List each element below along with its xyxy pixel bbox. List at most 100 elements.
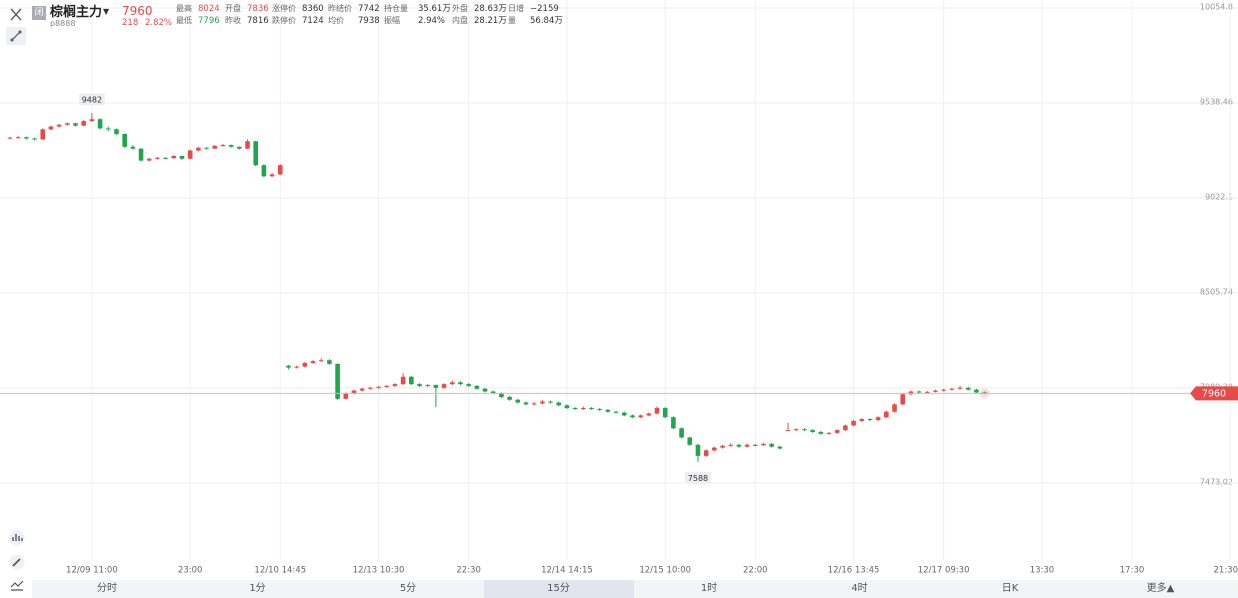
period-tab[interactable]: 1分: [249, 583, 266, 594]
candle-body: [171, 156, 177, 159]
quote-label: 振幅: [384, 16, 400, 25]
extreme-label-box: [684, 471, 711, 484]
pen-icon: [9, 554, 25, 570]
candle-body: [425, 385, 430, 387]
period-tab[interactable]: 1时: [700, 583, 718, 594]
quote-value: 28.21万: [474, 16, 507, 26]
period-tab[interactable]: 4时: [851, 583, 868, 594]
candle-body: [286, 365, 291, 368]
candle-body: [7, 137, 13, 139]
candle-body: [56, 124, 62, 127]
quote-value: 28.63万: [474, 4, 507, 14]
candle-body: [810, 430, 815, 432]
candle-body: [752, 444, 758, 446]
contract-name[interactable]: 棕榈主力: [50, 5, 103, 20]
quote-label: 涨停价: [272, 4, 296, 13]
candle-body: [482, 388, 488, 392]
candle-body: [712, 447, 717, 451]
x-tick-label: 17:30: [1120, 566, 1145, 576]
candle-body: [310, 361, 316, 363]
candle-body: [392, 384, 398, 386]
candle-body: [867, 419, 873, 421]
candle-body: [556, 402, 562, 406]
candle-body: [884, 411, 889, 418]
candle-body: [130, 146, 136, 149]
period-tab[interactable]: 日K: [1001, 583, 1019, 594]
candle-body: [540, 401, 545, 404]
candle-body: [924, 391, 930, 393]
close-icon: [10, 8, 22, 21]
candle-body: [515, 399, 521, 403]
candle-body: [531, 403, 537, 405]
contract-code: p8888: [50, 19, 76, 28]
period-tab[interactable]: 15分: [483, 580, 634, 598]
candle-body: [605, 409, 611, 412]
candle-body: [851, 420, 856, 426]
candle-body: [687, 437, 693, 445]
candle-body: [597, 408, 602, 410]
candle-body: [581, 408, 586, 410]
candle-body: [376, 386, 381, 388]
candle-body: [777, 446, 783, 449]
candle-body: [277, 165, 283, 175]
quote-value: 8360: [302, 4, 324, 14]
period-tab[interactable]: 5分: [399, 583, 417, 594]
draw-tool-button[interactable]: [6, 27, 26, 45]
candle-body: [646, 413, 652, 416]
candle-body: [40, 129, 46, 140]
last-price-dot: [979, 388, 990, 399]
candle-body: [965, 387, 971, 390]
quote-label: 内盘: [452, 16, 468, 25]
candle-body: [564, 405, 570, 409]
candle-body: [785, 430, 791, 432]
dropdown-arrow[interactable]: ▼: [103, 7, 110, 16]
period-tab[interactable]: 更多▲: [1146, 583, 1175, 594]
indicator-button[interactable]: [8, 530, 26, 549]
candle-body: [941, 389, 946, 391]
candle-body: [155, 157, 160, 159]
candle-body: [572, 408, 578, 410]
candle-body: [900, 394, 906, 405]
extreme-label: 7588: [688, 474, 708, 483]
candle-body: [15, 137, 21, 139]
candle-body: [187, 150, 193, 159]
candle-body: [253, 141, 258, 166]
pen-button[interactable]: [8, 554, 26, 573]
candle-body: [695, 444, 701, 456]
quote-value: 7938: [358, 16, 380, 26]
quote-label: 昨结价: [328, 4, 352, 13]
candle-body: [843, 425, 848, 431]
candle-body: [327, 360, 332, 364]
x-tick-label: 23:00: [178, 566, 203, 576]
draw-tool-icon: [10, 30, 22, 42]
candle-body: [163, 157, 168, 159]
candle-body: [834, 430, 840, 433]
line-button[interactable]: [8, 577, 26, 596]
indicator-icon: [9, 530, 25, 546]
candle-body: [736, 444, 742, 447]
quote-value: 8024: [198, 4, 220, 14]
candle-body: [343, 393, 349, 399]
candle-body: [114, 129, 119, 134]
candle-body: [220, 144, 226, 146]
candle-body: [294, 366, 299, 368]
candle-body: [621, 412, 627, 416]
x-tick-label: 12/17 09:30: [918, 566, 970, 576]
period-tab[interactable]: 分时: [97, 583, 117, 594]
candle-body: [662, 408, 668, 418]
quote-value: 56.84万: [530, 16, 563, 26]
candle-body: [589, 408, 594, 410]
candle-body: [523, 402, 529, 405]
x-tick-label: 21:30: [1214, 566, 1238, 576]
x-tick-label: 12/14 14:15: [541, 566, 593, 576]
candle-body: [65, 123, 70, 125]
quote-label: 开盘: [225, 4, 241, 13]
y-tick-label: 9022.1: [1205, 192, 1233, 201]
extreme-label: 9482: [82, 95, 102, 104]
x-tick-label: 12/15 10:00: [639, 566, 691, 576]
candle-body: [409, 376, 414, 385]
last-price-badge: [1190, 386, 1238, 401]
close-button[interactable]: [6, 6, 26, 24]
candle-body: [359, 388, 365, 391]
